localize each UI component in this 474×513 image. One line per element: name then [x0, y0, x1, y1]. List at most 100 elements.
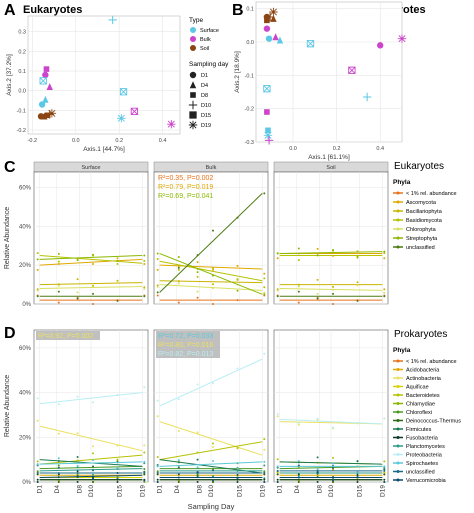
data-point — [383, 291, 386, 294]
point-soil-d19 — [269, 7, 278, 17]
data-point — [196, 261, 199, 264]
data-point — [36, 478, 39, 481]
data-point — [276, 252, 279, 255]
data-point — [57, 476, 60, 479]
data-point — [156, 465, 159, 468]
data-point — [316, 297, 319, 300]
data-point — [276, 413, 279, 416]
trend-line — [159, 441, 263, 461]
data-point — [177, 301, 180, 304]
y-tick-label: 0% — [22, 302, 31, 308]
data-point — [143, 479, 146, 482]
data-point — [236, 216, 239, 219]
legend-phyla-label: Acidobacteria — [406, 368, 440, 374]
data-point — [116, 466, 119, 469]
data-point — [143, 460, 146, 463]
trend-line — [39, 258, 143, 266]
data-point — [316, 254, 319, 257]
data-point — [156, 285, 159, 288]
data-point — [196, 466, 199, 469]
y-axis-label: Axis.2 [18.9%] — [234, 51, 241, 93]
data-point — [143, 254, 146, 257]
legend-phyla-label: Streptophyta — [406, 236, 438, 242]
data-point — [316, 456, 319, 459]
data-point — [156, 481, 159, 483]
data-point — [177, 430, 180, 433]
data-point — [92, 284, 94, 287]
annotation-bg — [36, 331, 100, 340]
trend-title: Eukaryotes — [394, 161, 444, 172]
point-bulk-d4 — [272, 33, 279, 41]
data-point — [297, 481, 300, 483]
trend-line — [159, 284, 263, 291]
x-tick-label: 0.2 — [115, 138, 123, 144]
data-point — [177, 268, 180, 271]
legend-day-label: D15 — [201, 113, 211, 119]
stat-annotation: R²=0.69, P=0.041 — [158, 193, 213, 200]
data-point — [36, 460, 39, 463]
legend-swatch-dot — [396, 393, 400, 397]
data-point — [212, 303, 214, 305]
data-point — [276, 469, 279, 472]
data-point — [92, 473, 94, 476]
legend-phyla-label: Deinococcus-Thermus — [406, 419, 461, 425]
data-point — [143, 286, 146, 289]
x-tick-label: D10 — [88, 485, 95, 497]
data-point — [177, 280, 180, 283]
data-point — [156, 415, 159, 418]
data-point — [297, 474, 300, 477]
data-point — [57, 263, 60, 266]
data-point — [92, 459, 94, 462]
data-point — [36, 472, 39, 475]
y-tick-label: -0.3 — [245, 140, 254, 146]
legend-swatch-dot — [396, 376, 400, 380]
legend-swatch-dot — [396, 436, 400, 439]
legend-day-label: D1 — [201, 73, 208, 79]
legend-swatch-dot — [396, 402, 400, 405]
data-point — [212, 267, 214, 270]
x-tick-label: D4 — [54, 485, 61, 494]
x-tick-label: D19 — [259, 485, 266, 497]
data-point — [356, 255, 359, 258]
data-point — [116, 444, 119, 447]
data-point — [356, 459, 359, 462]
data-point — [196, 383, 199, 386]
data-point — [212, 283, 214, 286]
facet-strip-label: Surface — [82, 165, 101, 171]
data-point — [36, 481, 39, 483]
legend-swatch-dot — [396, 245, 400, 249]
data-point — [92, 477, 94, 480]
legend-swatch-dot — [396, 236, 400, 240]
y-tick-label: -0.2 — [17, 128, 26, 134]
point-surface-d15 — [39, 77, 47, 85]
point-soil-d8 — [264, 17, 270, 24]
legend-day-marker-d10 — [188, 100, 198, 110]
x-tick-label: 0.4 — [159, 138, 167, 144]
data-point — [156, 478, 159, 481]
data-point — [276, 465, 279, 468]
data-point — [57, 301, 60, 304]
data-point — [383, 257, 386, 260]
point-surface-d1 — [265, 35, 273, 42]
data-point — [76, 297, 79, 300]
x-tick-label: 0.4 — [376, 146, 384, 152]
point-soil-d19 — [47, 109, 57, 118]
data-point — [57, 252, 60, 255]
legend-swatch-dot — [396, 419, 400, 422]
legend-swatch-dot — [396, 227, 400, 231]
data-point — [332, 462, 334, 465]
plot-area — [27, 15, 181, 135]
trend-line — [159, 461, 263, 467]
point-surface-d19 — [117, 114, 126, 123]
data-point — [177, 476, 180, 479]
data-point — [212, 467, 214, 470]
legend-type-label: Bulk — [200, 37, 211, 43]
data-point — [212, 382, 214, 385]
data-point — [177, 466, 180, 469]
x-tick-label: D1 — [37, 485, 44, 494]
data-point — [92, 401, 94, 404]
pcoa-eukaryotes-title: Eukaryotes — [23, 4, 82, 16]
legend-type-swatch — [190, 45, 196, 51]
data-point — [116, 472, 119, 475]
data-point — [383, 250, 386, 253]
